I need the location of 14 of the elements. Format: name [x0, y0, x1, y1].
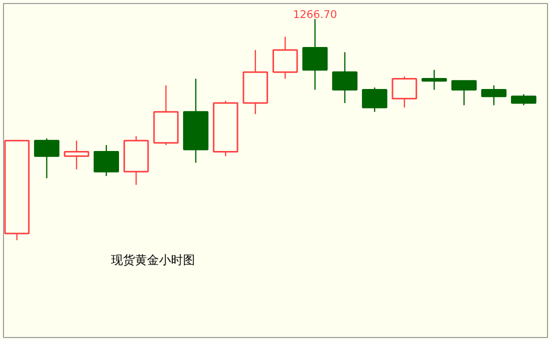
candlestick	[362, 86, 388, 112]
annotation: 1266.70	[292, 8, 338, 21]
candlestick	[392, 76, 418, 108]
candlestick	[451, 80, 477, 106]
candlestick	[272, 36, 298, 80]
candlestick	[94, 144, 120, 177]
candlestick	[302, 18, 328, 90]
candlestick	[422, 69, 447, 90]
candlestick	[34, 138, 60, 179]
candlestick	[510, 94, 536, 106]
candlestick	[332, 52, 358, 104]
candlestick	[481, 84, 507, 106]
candlestick	[64, 140, 90, 170]
text: 现货黄金小时图	[110, 253, 195, 268]
